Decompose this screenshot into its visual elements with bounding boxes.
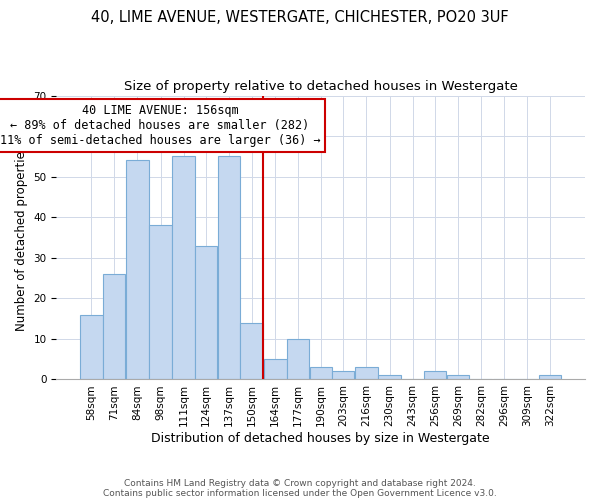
X-axis label: Distribution of detached houses by size in Westergate: Distribution of detached houses by size …: [151, 432, 490, 445]
Bar: [172, 156, 194, 380]
Bar: [240, 322, 263, 380]
Y-axis label: Number of detached properties: Number of detached properties: [15, 144, 28, 330]
Title: Size of property relative to detached houses in Westergate: Size of property relative to detached ho…: [124, 80, 518, 93]
Bar: [447, 376, 469, 380]
Bar: [539, 376, 561, 380]
Bar: [424, 372, 446, 380]
Bar: [125, 160, 149, 380]
Bar: [149, 226, 172, 380]
Bar: [103, 274, 125, 380]
Bar: [355, 368, 378, 380]
Text: 40, LIME AVENUE, WESTERGATE, CHICHESTER, PO20 3UF: 40, LIME AVENUE, WESTERGATE, CHICHESTER,…: [91, 10, 509, 25]
Bar: [80, 314, 103, 380]
Bar: [378, 376, 401, 380]
Bar: [287, 339, 309, 380]
Bar: [332, 372, 355, 380]
Bar: [310, 368, 332, 380]
Bar: [195, 246, 217, 380]
Text: Contains public sector information licensed under the Open Government Licence v3: Contains public sector information licen…: [103, 488, 497, 498]
Bar: [218, 156, 240, 380]
Text: 40 LIME AVENUE: 156sqm
← 89% of detached houses are smaller (282)
11% of semi-de: 40 LIME AVENUE: 156sqm ← 89% of detached…: [0, 104, 320, 147]
Bar: [263, 359, 287, 380]
Text: Contains HM Land Registry data © Crown copyright and database right 2024.: Contains HM Land Registry data © Crown c…: [124, 478, 476, 488]
